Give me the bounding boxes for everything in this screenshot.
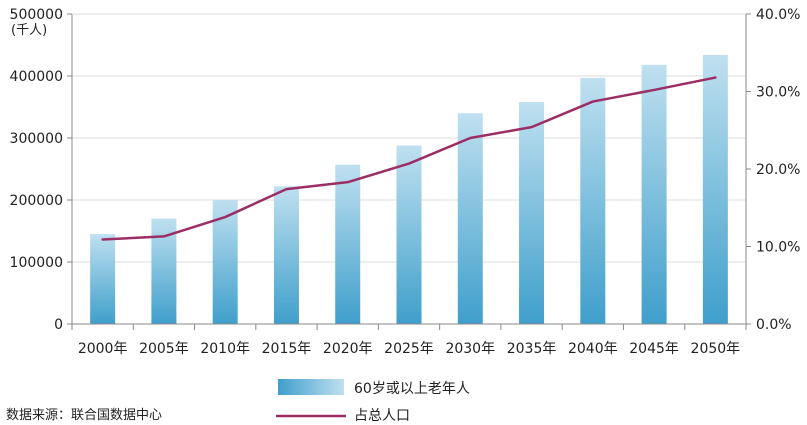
left-axis-unit-label: (千人) [11,23,47,38]
line-series [101,76,717,241]
left-axis-tick-label: 200000 [10,193,63,209]
bar [457,113,483,324]
left-axis-tick-label: 400000 [10,69,63,85]
bar [702,54,728,325]
right-axis-tick-label: 20.0% [756,162,800,178]
line-path [101,76,717,241]
bar [641,64,667,324]
x-axis-tick-label: 2005年 [139,341,189,357]
right-axis-tick-label: 40.0% [756,7,800,23]
right-axis-tick-label: 30.0% [756,85,800,101]
bar [335,164,361,324]
bar [396,145,422,324]
left-axis-tick-label: 100000 [10,255,63,271]
axes [67,13,751,330]
x-axis-tick-label: 2030年 [445,341,495,357]
legend-bar-label: 60岁或以上老年人 [354,381,470,397]
bar [90,234,116,324]
x-axis-tick-label: 2040年 [568,341,618,357]
x-axis-tick-label: 2015年 [262,341,312,357]
left-axis-tick-label: 500000 [10,7,63,23]
bar [273,186,299,324]
legend-bar-swatch [278,379,344,395]
x-axis-tick-label: 2050年 [691,341,741,357]
x-axis-tick-label: 2000年 [78,341,128,357]
right-axis-tick-label: 0.0% [756,317,792,333]
source-note: 数据来源：联合国数据中心 [6,408,162,423]
left-axis-tick-label: 0 [54,317,63,333]
x-axis-tick-label: 2025年 [384,341,434,357]
tick-labels: 0 100000 200000 300000 400000 500000 0.0% 10.0%… [10,7,801,357]
legend-line-label: 占总人口 [354,408,410,424]
x-axis-tick-label: 2020年 [323,341,373,357]
legend: 60岁或以上老年人 占总人口 [276,379,470,424]
x-axis-tick-label: 2035年 [507,341,557,357]
x-axis-tick-label: 2010年 [200,341,250,357]
bar [519,102,545,324]
bar [580,77,606,324]
right-axis-tick-label: 10.0% [756,240,800,256]
left-axis-tick-label: 300000 [10,131,63,147]
x-axis-tick-label: 2045年 [629,341,679,357]
